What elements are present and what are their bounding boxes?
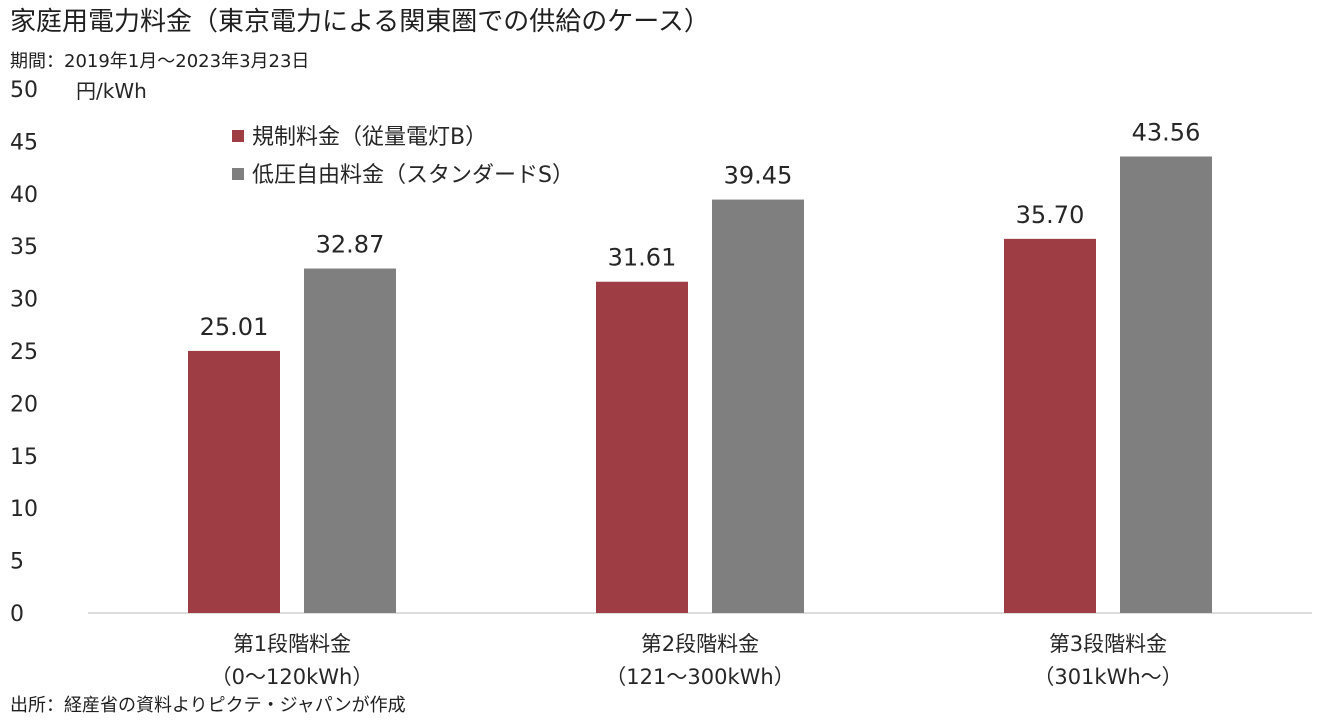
bar (304, 268, 396, 613)
data-label: 43.56 (1132, 118, 1201, 146)
chart-title: 家庭用電力料金（東京電力による関東圏での供給のケース） (10, 7, 710, 37)
x-tick-label-range: （0～120kWh） (211, 665, 374, 689)
data-label: 32.87 (316, 231, 385, 259)
bar (596, 281, 688, 613)
y-tick-label: 5 (10, 550, 24, 575)
y-tick-label: 20 (10, 392, 38, 417)
data-label: 31.61 (608, 244, 677, 272)
bar (1120, 156, 1212, 613)
x-tick-label: 第3段階料金 (1049, 632, 1167, 656)
bar (188, 350, 280, 613)
y-tick-label: 40 (10, 183, 38, 208)
y-tick-label: 15 (10, 445, 38, 470)
chart-source: 出所：経産省の資料よりピクテ・ジャパンが作成 (10, 695, 406, 716)
x-tick-label-range: （121～300kWh） (605, 665, 794, 689)
bar (712, 199, 804, 613)
x-tick-label-range: （301kWh～） (1033, 665, 1182, 689)
x-tick-label: 第2段階料金 (641, 632, 759, 656)
y-tick-label: 10 (10, 497, 38, 522)
legend-swatch (232, 130, 244, 142)
y-tick-label: 0 (10, 602, 24, 627)
y-tick-label: 35 (10, 235, 38, 260)
legend-label: 規制料金（従量電灯B） (252, 125, 487, 150)
bar (1004, 238, 1096, 613)
data-label: 39.45 (724, 162, 793, 190)
chart-period: 期間：2019年1月～2023年3月23日 (10, 51, 310, 72)
x-tick-label: 第1段階料金 (233, 632, 351, 656)
y-tick-label: 30 (10, 288, 38, 313)
data-label: 25.01 (200, 313, 269, 341)
y-unit-label: 円/kWh (76, 79, 147, 103)
legend-label: 低圧自由料金（スタンダードS） (252, 163, 574, 188)
y-tick-label: 50 (10, 78, 38, 103)
y-tick-label: 45 (10, 130, 38, 155)
data-label: 35.70 (1016, 201, 1085, 229)
y-tick-label: 25 (10, 340, 38, 365)
legend-swatch (232, 168, 244, 180)
